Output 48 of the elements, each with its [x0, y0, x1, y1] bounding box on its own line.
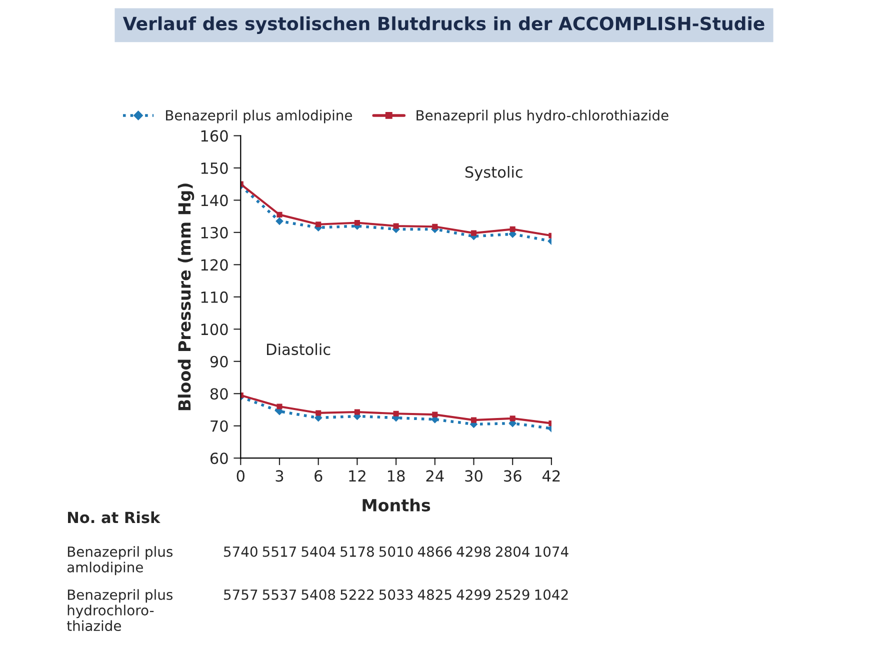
text: 4298	[456, 546, 490, 557]
text: 5408	[302, 589, 336, 600]
annotation: Diastolic	[267, 343, 330, 356]
text: 4299	[456, 589, 490, 600]
annotation: Systolic	[465, 166, 522, 181]
text: 1074	[535, 546, 568, 557]
text: 5010	[379, 546, 413, 557]
text: 2804	[496, 546, 530, 557]
x-tick-label: 3	[276, 470, 284, 482]
x-axis-title: Months	[362, 498, 430, 512]
text: 5757	[224, 590, 258, 600]
x-tick-label: 0	[236, 470, 244, 482]
text: 1042	[535, 589, 568, 600]
legend-label: Benazepril plus hydro-chlorothiazide	[416, 110, 668, 124]
x-tick-label: 18	[388, 470, 405, 482]
text: Benazepril plus amlodipine	[67, 546, 173, 576]
chart-title: Verlauf des systolischen Blutdrucks in der ACCOMPLISH-Studie	[122, 16, 764, 34]
text: 5517	[262, 546, 296, 557]
text: 5178	[340, 546, 374, 557]
y-axis-title: Blood Pressure (mm Hg)	[178, 184, 194, 410]
y-tick-label: 120	[201, 259, 228, 271]
x-tick-label: 12	[349, 470, 366, 482]
legend-label: Benazepril plus amlodipine	[166, 110, 352, 124]
x-tick-label: 24	[426, 470, 444, 482]
y-tick-label: 110	[201, 291, 228, 303]
text: No. at Risk	[68, 511, 160, 524]
y-tick-label: 60	[210, 452, 228, 464]
y-tick-label: 130	[201, 226, 228, 238]
x-tick-label: 6	[314, 470, 322, 482]
y-tick-label: 70	[210, 420, 228, 432]
text: Benazepril plus hydrochloro- thiazide	[66, 589, 173, 632]
y-tick-label: 90	[210, 356, 228, 368]
text: 5033	[379, 589, 413, 600]
x-tick-label: 36	[504, 470, 522, 482]
text: 5404	[302, 546, 336, 557]
y-tick-label: 160	[201, 130, 228, 142]
y-tick-label: 100	[201, 324, 228, 336]
y-tick-label: 140	[201, 194, 228, 206]
x-tick-label: 42	[542, 470, 560, 482]
text: 5740	[224, 546, 258, 557]
text: 4825	[418, 589, 452, 600]
x-tick-label: 30	[465, 470, 482, 482]
text: 5537	[262, 589, 296, 600]
text: 4866	[418, 546, 452, 557]
y-tick-label: 150	[201, 162, 228, 174]
text: 2529	[496, 589, 530, 600]
y-tick-label: 80	[210, 388, 228, 400]
text: 5222	[340, 589, 374, 600]
